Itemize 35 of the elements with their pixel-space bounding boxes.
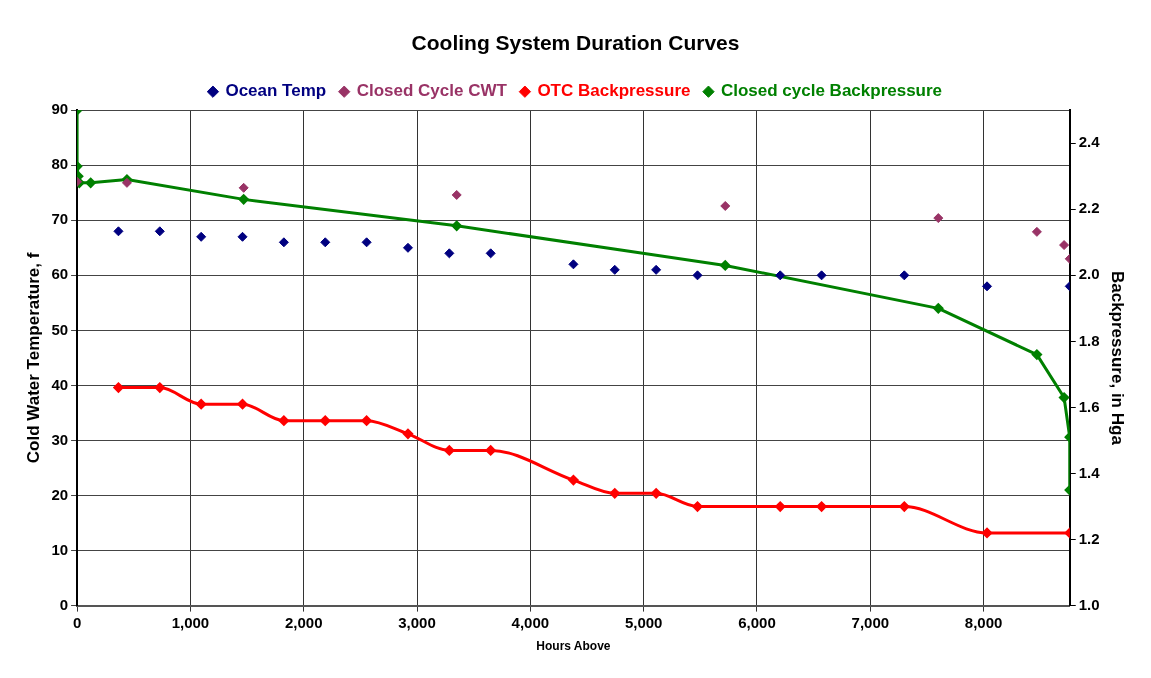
y-tick-label: 90	[51, 100, 69, 118]
legend-label: Closed cycle Backpressure	[720, 81, 943, 101]
x-tick-label: 8,000	[964, 613, 1003, 631]
y-tick-label: 50	[51, 320, 69, 338]
y2-tick-label: 2.0	[1078, 265, 1100, 283]
y2-tick-label: 1.6	[1078, 397, 1100, 415]
y-tick-label: 20	[51, 485, 69, 503]
y2-tick-label: 1.8	[1078, 331, 1100, 349]
x-tick-label: 6,000	[738, 613, 776, 631]
y-tick-label: 80	[51, 155, 69, 173]
x-tick-label: 7,000	[851, 613, 890, 631]
legend-label: Closed Cycle CWT	[356, 81, 508, 101]
legend-label: Ocean Temp	[225, 81, 327, 101]
legend-label: OTC Backpressure	[537, 81, 691, 101]
chart-title: Cooling System Duration Curves	[411, 31, 740, 55]
x-tick-label: 2,000	[284, 613, 323, 631]
y-tick-label: 40	[51, 375, 69, 393]
y-tick-label: 0	[59, 595, 69, 613]
x-tick-label: 1,000	[171, 613, 210, 631]
y2-tick-label: 1.2	[1078, 529, 1100, 547]
y-tick-label: 10	[51, 540, 69, 558]
x-tick-label: 0	[72, 613, 82, 631]
y-tick-label: 30	[51, 430, 69, 448]
y-tick-label: 60	[51, 265, 69, 283]
y-tick-label: 70	[51, 210, 69, 228]
x-tick-label: 4,000	[511, 613, 550, 631]
x-axis-title: Hours Above	[536, 639, 611, 654]
y-axis-title: Cold Water Temperature, f	[23, 252, 43, 464]
y2-tick-label: 1.0	[1078, 595, 1100, 613]
y2-axis-title: Backpressure, in Hga	[1108, 270, 1128, 446]
x-tick-label: 5,000	[624, 613, 663, 631]
x-tick-label: 3,000	[398, 613, 436, 631]
y2-tick-label: 2.4	[1078, 133, 1101, 151]
y2-tick-label: 1.4	[1078, 463, 1101, 481]
y2-tick-label: 2.2	[1078, 199, 1100, 217]
